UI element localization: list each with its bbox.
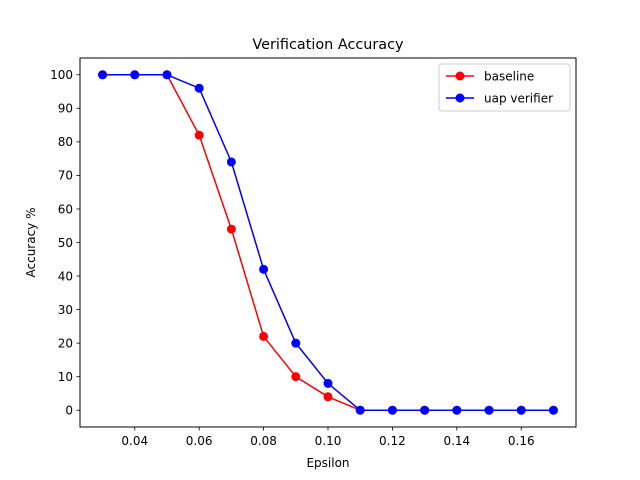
y-tick-label: 80 (58, 135, 73, 149)
y-tick-label: 10 (58, 370, 73, 384)
y-tick-label: 0 (65, 404, 73, 418)
legend-label-baseline: baseline (484, 69, 534, 83)
data-point-uap-verifier (194, 83, 204, 93)
y-tick-label: 60 (58, 202, 73, 216)
y-tick-label: 70 (58, 169, 73, 183)
data-point-baseline (194, 130, 204, 140)
data-point-uap-verifier (259, 264, 269, 274)
y-tick-label: 100 (50, 68, 73, 82)
y-tick-label: 20 (58, 336, 73, 350)
data-point-baseline (226, 224, 236, 234)
x-axis-label: Epsilon (306, 456, 349, 470)
data-point-uap-verifier (226, 157, 236, 167)
data-point-uap-verifier (355, 405, 365, 415)
data-point-uap-verifier (452, 405, 462, 415)
x-tick-label: 0.16 (508, 434, 535, 448)
x-axis: 0.04 0.06 0.08 0.10 0.12 0.14 0.16 (121, 427, 535, 448)
legend-entry-baseline: baseline (446, 69, 534, 83)
data-point-uap-verifier (387, 405, 397, 415)
data-point-baseline (259, 331, 269, 341)
x-tick-label: 0.10 (315, 434, 342, 448)
x-tick-label: 0.04 (121, 434, 148, 448)
data-point-uap-verifier (162, 70, 172, 80)
series-layer (98, 70, 558, 415)
x-tick-label: 0.12 (379, 434, 406, 448)
data-point-uap-verifier (548, 405, 558, 415)
data-point-baseline (291, 372, 301, 382)
data-point-uap-verifier (323, 378, 333, 388)
y-axis: 0 10 20 30 40 50 60 70 80 90 100 (50, 68, 80, 418)
x-tick-label: 0.08 (250, 434, 277, 448)
legend-entry-uap-verifier: uap verifier (446, 91, 553, 105)
data-point-uap-verifier (516, 405, 526, 415)
y-tick-label: 40 (58, 269, 73, 283)
y-tick-label: 30 (58, 303, 73, 317)
legend: baseline uap verifier (438, 63, 571, 112)
legend-marker-baseline (455, 71, 465, 81)
data-point-baseline (323, 392, 333, 402)
data-point-uap-verifier (130, 70, 140, 80)
legend-label-uap-verifier: uap verifier (484, 91, 553, 105)
chart-title: Verification Accuracy (252, 37, 404, 53)
legend-marker-uap-verifier (455, 93, 465, 103)
x-tick-label: 0.14 (443, 434, 470, 448)
y-tick-label: 50 (58, 236, 73, 250)
y-axis-label: Accuracy % (24, 207, 38, 277)
data-point-uap-verifier (291, 338, 301, 348)
series-uap-verifier (98, 70, 558, 415)
data-point-uap-verifier (484, 405, 494, 415)
x-tick-label: 0.06 (186, 434, 213, 448)
data-point-uap-verifier (420, 405, 430, 415)
data-point-uap-verifier (98, 70, 108, 80)
y-tick-label: 90 (58, 102, 73, 116)
